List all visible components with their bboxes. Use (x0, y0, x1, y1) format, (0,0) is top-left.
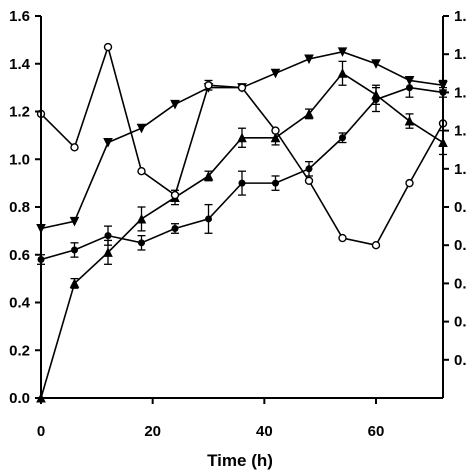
series-3 (36, 60, 448, 403)
left-y-tick-label: 1.2 (9, 104, 30, 121)
x-tick-label: 60 (368, 423, 385, 440)
data-point (103, 42, 113, 52)
data-point (71, 246, 78, 254)
data-point (171, 224, 179, 232)
x-axis-title: Time (h) (207, 451, 273, 470)
data-point (204, 81, 213, 90)
data-point (337, 47, 348, 57)
data-point (70, 143, 79, 152)
data-point (69, 216, 80, 227)
data-point (404, 115, 415, 126)
data-point (136, 213, 147, 224)
data-point (237, 132, 247, 143)
data-point (406, 84, 413, 92)
data-point (405, 178, 414, 188)
data-point (205, 215, 212, 223)
data-point (271, 126, 280, 135)
data-point (103, 247, 113, 257)
plot-area (36, 42, 448, 403)
right-y-tick-label: 1. (454, 161, 467, 178)
right-y-tick-label: 1. (454, 46, 467, 63)
data-point (304, 54, 314, 65)
right-y-tick-label: 0. (454, 199, 467, 216)
x-tick-label: 40 (256, 423, 273, 440)
left-y-tick-label: 0.6 (9, 247, 30, 264)
left-y-tick-label: 0.0 (9, 390, 30, 407)
data-point (305, 165, 313, 173)
series-line (40, 72, 444, 399)
data-point (270, 132, 281, 143)
data-point (337, 68, 348, 78)
x-tick-label: 0 (37, 423, 45, 440)
data-point (170, 190, 180, 200)
data-point (170, 99, 180, 110)
data-point (371, 240, 381, 250)
right-y-tick-label: 1. (454, 84, 467, 101)
data-point (304, 176, 314, 185)
data-point (339, 134, 346, 142)
right-y-tick-label: 0. (454, 352, 467, 369)
right-y-tick-label: 1. (454, 123, 467, 140)
data-point (270, 68, 281, 79)
data-point (304, 108, 314, 119)
data-point (371, 89, 381, 100)
data-point (203, 170, 214, 181)
data-point (136, 123, 147, 134)
right-y-tick-label: 0. (454, 314, 467, 331)
left-y-tick-label: 1.0 (9, 151, 30, 168)
right-y-tick-label: 0. (454, 275, 467, 292)
axes (40, 16, 444, 399)
right-y-tick-label: 1. (454, 8, 467, 25)
left-y-tick-label: 0.8 (9, 199, 30, 216)
data-point (137, 166, 146, 176)
left-y-tick-label: 0.4 (9, 295, 31, 312)
left-y-tick-label: 1.6 (9, 8, 30, 25)
data-point (237, 83, 247, 92)
series-2 (37, 77, 447, 265)
data-point (371, 59, 381, 69)
x-tick-label: 20 (144, 423, 161, 440)
right-y-tick-label: 0. (454, 237, 467, 254)
data-point (69, 278, 80, 288)
data-point (104, 232, 112, 240)
left-y-tick-label: 1.4 (9, 56, 31, 73)
data-point (103, 138, 113, 148)
left-y-tick-label: 0.2 (9, 342, 30, 359)
data-point (338, 233, 347, 243)
data-point (238, 179, 246, 187)
ticks: 0 20 40 60 0.0 0.2 0.4 0.6 0.8 1.0 1.2 1.4 1.6 1. 1. 1.… (9, 8, 466, 440)
data-point (138, 239, 145, 247)
data-point (272, 179, 279, 187)
